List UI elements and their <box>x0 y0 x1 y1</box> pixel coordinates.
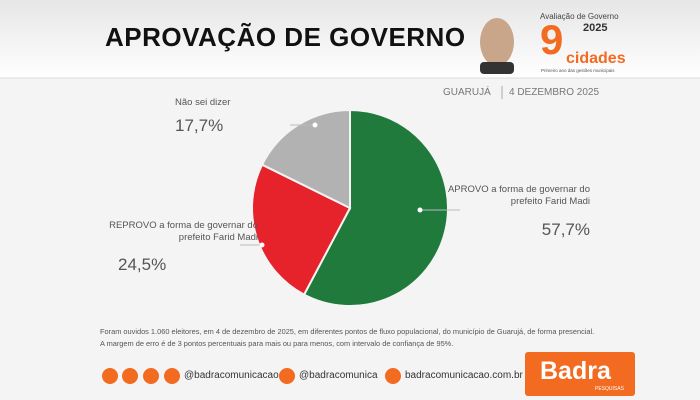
pie-slice <box>251 163 352 296</box>
leader-dot <box>417 207 423 213</box>
badge-line: Avaliação de Governo <box>540 12 619 21</box>
badge-year: 2025 <box>583 22 608 34</box>
brand: Badra <box>540 357 611 385</box>
title: APROVAÇÃO DE GOVERNO <box>105 22 466 52</box>
brand-sub: PESQUISAS <box>595 386 624 392</box>
badge-number: 9 <box>540 16 564 63</box>
note-line: A margem de erro é de 3 pontos percentua… <box>100 339 454 348</box>
avatar <box>480 18 514 66</box>
website: badracomunicacao.com.br <box>405 370 523 381</box>
facebook-icon <box>102 368 118 384</box>
x-icon <box>279 368 295 384</box>
slice-label: APROVO a forma de governar do prefeito F… <box>447 184 590 207</box>
social-handle: @badracomunica <box>299 370 378 381</box>
slice-label: Não sei dizer <box>175 97 231 108</box>
youtube-icon <box>143 368 159 384</box>
instagram-icon <box>122 368 138 384</box>
pie-slice <box>302 108 449 307</box>
date: 4 DEZEMBRO 2025 <box>509 87 600 98</box>
slice-label: REPROVO a forma de governar do prefeito … <box>109 220 258 243</box>
header-band <box>0 0 700 78</box>
value-label: 57,7% <box>541 220 590 239</box>
value-label: 24,5% <box>118 255 167 274</box>
social-handle: @badracomunicacao <box>184 370 279 381</box>
badge-tagline: Primeiro ano das gestões municipais <box>541 68 615 73</box>
note: Foram ouvidos 1.060 eleitores, em 4 de d… <box>100 326 594 350</box>
leader-dot <box>312 122 318 128</box>
brand-box <box>525 352 635 396</box>
value-label: 17,7% <box>175 116 224 135</box>
leader-dot <box>259 242 265 248</box>
location: GUARUJÁ <box>443 87 491 98</box>
note-line: Foram ouvidos 1.060 eleitores, em 4 de d… <box>100 327 595 336</box>
badge-word: cidades <box>566 50 626 67</box>
social-icons <box>102 368 401 384</box>
avatar-shirt <box>480 62 514 74</box>
threads-icon <box>164 368 180 384</box>
web-icon <box>385 368 401 384</box>
